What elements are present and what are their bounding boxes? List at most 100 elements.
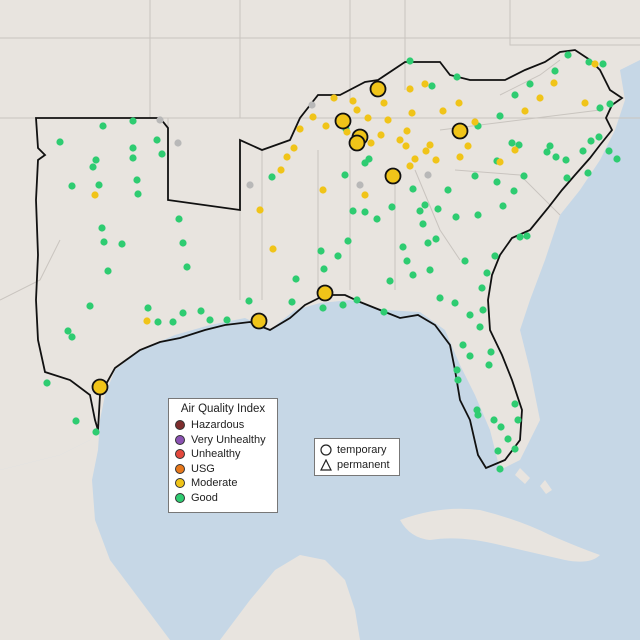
moderate-monitor[interactable] xyxy=(591,60,599,68)
no-data-monitor[interactable] xyxy=(246,181,254,189)
good-monitor[interactable] xyxy=(510,187,518,195)
moderate-monitor[interactable] xyxy=(408,109,416,117)
good-monitor[interactable] xyxy=(511,400,519,408)
good-monitor[interactable] xyxy=(515,141,523,149)
good-monitor[interactable] xyxy=(419,220,427,228)
good-monitor[interactable] xyxy=(461,257,469,265)
temporary-moderate-monitor[interactable] xyxy=(348,134,366,152)
good-monitor[interactable] xyxy=(511,445,519,453)
temporary-moderate-monitor[interactable] xyxy=(451,122,469,140)
good-monitor[interactable] xyxy=(361,159,369,167)
moderate-monitor[interactable] xyxy=(361,191,369,199)
good-monitor[interactable] xyxy=(479,306,487,314)
moderate-monitor[interactable] xyxy=(377,131,385,139)
good-monitor[interactable] xyxy=(424,239,432,247)
good-monitor[interactable] xyxy=(133,176,141,184)
good-monitor[interactable] xyxy=(487,348,495,356)
good-monitor[interactable] xyxy=(386,277,394,285)
good-monitor[interactable] xyxy=(344,237,352,245)
good-monitor[interactable] xyxy=(341,171,349,179)
moderate-monitor[interactable] xyxy=(353,106,361,114)
good-monitor[interactable] xyxy=(585,58,593,66)
temporary-moderate-monitor[interactable] xyxy=(369,80,387,98)
moderate-monitor[interactable] xyxy=(330,94,338,102)
good-monitor[interactable] xyxy=(68,333,76,341)
good-monitor[interactable] xyxy=(144,304,152,312)
good-monitor[interactable] xyxy=(129,117,137,125)
good-monitor[interactable] xyxy=(613,155,621,163)
moderate-monitor[interactable] xyxy=(496,158,504,166)
moderate-monitor[interactable] xyxy=(402,142,410,150)
moderate-monitor[interactable] xyxy=(455,99,463,107)
good-monitor[interactable] xyxy=(546,142,554,150)
moderate-monitor[interactable] xyxy=(143,317,151,325)
good-monitor[interactable] xyxy=(497,423,505,431)
good-monitor[interactable] xyxy=(483,269,491,277)
good-monitor[interactable] xyxy=(158,150,166,158)
good-monitor[interactable] xyxy=(606,100,614,108)
good-monitor[interactable] xyxy=(564,51,572,59)
good-monitor[interactable] xyxy=(292,275,300,283)
moderate-monitor[interactable] xyxy=(426,141,434,149)
good-monitor[interactable] xyxy=(421,201,429,209)
moderate-monitor[interactable] xyxy=(396,136,404,144)
good-monitor[interactable] xyxy=(595,133,603,141)
moderate-monitor[interactable] xyxy=(421,80,429,88)
good-monitor[interactable] xyxy=(319,304,327,312)
no-data-monitor[interactable] xyxy=(308,101,316,109)
good-monitor[interactable] xyxy=(476,323,484,331)
good-monitor[interactable] xyxy=(494,447,502,455)
no-data-monitor[interactable] xyxy=(424,171,432,179)
temporary-moderate-monitor[interactable] xyxy=(250,312,268,330)
moderate-monitor[interactable] xyxy=(296,125,304,133)
good-monitor[interactable] xyxy=(451,299,459,307)
good-monitor[interactable] xyxy=(317,247,325,255)
moderate-monitor[interactable] xyxy=(322,122,330,130)
good-monitor[interactable] xyxy=(453,73,461,81)
good-monitor[interactable] xyxy=(599,60,607,68)
good-monitor[interactable] xyxy=(223,316,231,324)
good-monitor[interactable] xyxy=(543,148,551,156)
good-monitor[interactable] xyxy=(552,153,560,161)
moderate-monitor[interactable] xyxy=(380,99,388,107)
good-monitor[interactable] xyxy=(179,239,187,247)
good-monitor[interactable] xyxy=(89,163,97,171)
no-data-monitor[interactable] xyxy=(174,139,182,147)
good-monitor[interactable] xyxy=(596,104,604,112)
good-monitor[interactable] xyxy=(491,252,499,260)
no-data-monitor[interactable] xyxy=(156,116,164,124)
good-monitor[interactable] xyxy=(409,271,417,279)
good-monitor[interactable] xyxy=(584,169,592,177)
good-monitor[interactable] xyxy=(409,185,417,193)
good-monitor[interactable] xyxy=(361,208,369,216)
good-monitor[interactable] xyxy=(428,82,436,90)
moderate-monitor[interactable] xyxy=(319,186,327,194)
good-monitor[interactable] xyxy=(268,173,276,181)
good-monitor[interactable] xyxy=(183,263,191,271)
good-monitor[interactable] xyxy=(179,309,187,317)
moderate-monitor[interactable] xyxy=(536,94,544,102)
good-monitor[interactable] xyxy=(64,327,72,335)
good-monitor[interactable] xyxy=(206,316,214,324)
good-monitor[interactable] xyxy=(56,138,64,146)
good-monitor[interactable] xyxy=(514,416,522,424)
moderate-monitor[interactable] xyxy=(349,97,357,105)
moderate-monitor[interactable] xyxy=(277,166,285,174)
good-monitor[interactable] xyxy=(175,215,183,223)
good-monitor[interactable] xyxy=(95,181,103,189)
good-monitor[interactable] xyxy=(520,172,528,180)
good-monitor[interactable] xyxy=(169,318,177,326)
moderate-monitor[interactable] xyxy=(511,146,519,154)
good-monitor[interactable] xyxy=(432,235,440,243)
moderate-monitor[interactable] xyxy=(91,191,99,199)
good-monitor[interactable] xyxy=(129,154,137,162)
good-monitor[interactable] xyxy=(562,156,570,164)
moderate-monitor[interactable] xyxy=(456,153,464,161)
monitor-stations[interactable] xyxy=(43,51,621,473)
temporary-moderate-monitor[interactable] xyxy=(316,284,334,302)
good-monitor[interactable] xyxy=(98,224,106,232)
moderate-monitor[interactable] xyxy=(411,155,419,163)
good-monitor[interactable] xyxy=(454,376,462,384)
moderate-monitor[interactable] xyxy=(464,142,472,150)
good-monitor[interactable] xyxy=(373,215,381,223)
